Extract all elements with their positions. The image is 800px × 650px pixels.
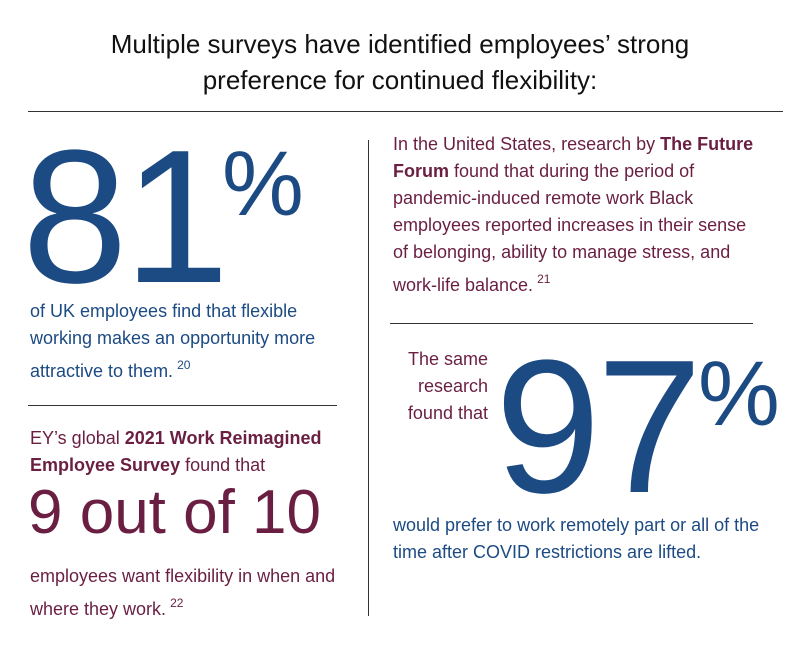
survey-name: 2021 Work Reimagined Employee Survey [30, 428, 322, 475]
divider [28, 405, 337, 406]
text: found that [180, 455, 266, 475]
source-name: The Future Forum [393, 134, 754, 181]
stat-intro: The same research found that [407, 349, 488, 423]
big-figure: 81 [22, 111, 229, 323]
divider [28, 111, 783, 112]
figure-unit: % [698, 343, 780, 445]
stat-text: of UK employees find that flexible worki… [30, 298, 340, 385]
big-figure: 9 out of 10 [28, 478, 322, 547]
research-text: In the United States, research by The Fu… [393, 131, 763, 299]
text: found that during the period of pandemic… [393, 161, 747, 295]
footnote: 20 [177, 358, 191, 372]
divider [368, 140, 369, 616]
text: of UK employees find that flexible worki… [30, 301, 316, 381]
text: employees want flexibility in when and w… [30, 566, 336, 619]
stat-text: employees want flexibility in when and w… [30, 563, 350, 623]
text: EY’s global [30, 428, 125, 448]
stat-text: would prefer to work remotely part or al… [393, 515, 760, 562]
figure-unit: % [222, 133, 304, 235]
big-figure: 97 [495, 321, 702, 533]
text: In the United States, research by [393, 134, 661, 154]
stat-intro: EY’s global 2021 Work Reimagined Employe… [30, 425, 350, 479]
footnote: 22 [170, 596, 184, 610]
divider [390, 323, 753, 324]
title: Multiple surveys have identified employe… [110, 29, 690, 95]
footnote: 21 [537, 272, 551, 286]
